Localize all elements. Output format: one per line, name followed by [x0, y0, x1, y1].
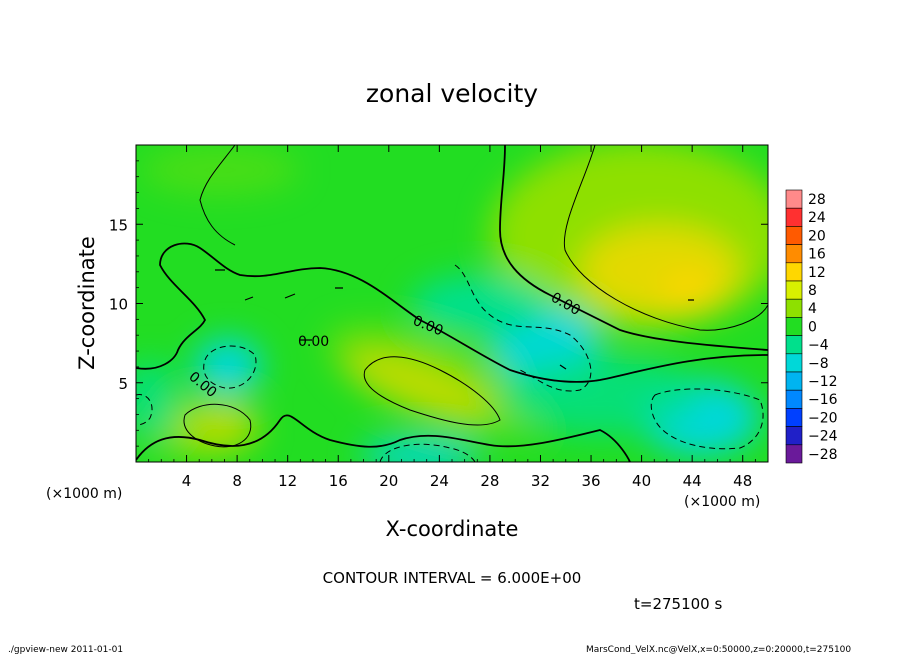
field-blob — [136, 360, 180, 440]
field-blob — [500, 355, 700, 435]
colorbar-swatch — [785, 444, 803, 464]
x-tick-label: 16 — [329, 472, 348, 490]
colorbar-label: −20 — [808, 410, 838, 426]
x-tick-label: 40 — [632, 472, 651, 490]
colorbar-swatch — [785, 298, 803, 318]
x-tick-label: 48 — [733, 472, 752, 490]
colorbar-label: 12 — [808, 265, 826, 281]
zero-contour — [136, 242, 768, 383]
field-blob — [140, 145, 300, 195]
x-tick-label: 44 — [683, 472, 702, 490]
x-tick-label: 28 — [480, 472, 499, 490]
colorbar-swatch — [785, 335, 803, 355]
colorbar-label: 16 — [808, 247, 826, 263]
contour-line — [183, 403, 252, 448]
footer-left: ./gpview-new 2011-01-01 — [8, 645, 123, 654]
colorbar-label: −24 — [808, 429, 838, 445]
contour-lines — [136, 145, 768, 462]
colorbar-label: 0 — [808, 319, 817, 335]
colorbar: 28 24 20 16 12 8 4 0 −4 −8 −12 −16 −20 −24 −28 — [785, 189, 838, 464]
colorbar-swatch — [785, 262, 803, 282]
y-axis-ticks: 5 10 15 — [109, 160, 768, 447]
contour-line — [563, 145, 768, 331]
x-tick-label: 4 — [182, 472, 192, 490]
contour-line-dashed — [203, 345, 257, 389]
colorbar-label: 24 — [808, 210, 826, 226]
field-blob — [360, 439, 480, 462]
x-axis-ticks: 4 8 12 16 20 24 28 32 36 40 44 48 — [148, 145, 756, 490]
y-axis-title: Z-coordinate — [75, 236, 99, 370]
contour-line — [215, 269, 694, 370]
colorbar-label: −16 — [808, 392, 838, 408]
contour-line-dashed — [379, 443, 476, 462]
colorbar-label: −4 — [808, 338, 829, 354]
colorbar-label: 20 — [808, 228, 826, 244]
x-tick-label: 20 — [379, 472, 398, 490]
colorbar-label: 28 — [808, 192, 826, 208]
contour-interval-label: CONTOUR INTERVAL = 6.000E+00 — [323, 569, 582, 587]
plot-area: 0.00 0.00 0.00 0.00 — [135, 144, 769, 463]
x-tick-label: 12 — [278, 472, 297, 490]
x-tick-label: 24 — [430, 472, 449, 490]
x-tick-label: 36 — [581, 472, 600, 490]
x-tick-label: 8 — [232, 472, 242, 490]
contour-line-dashed — [454, 264, 592, 392]
field-blob — [580, 225, 740, 315]
y-tick-label: 5 — [118, 375, 128, 393]
x-unit-label-right: (×1000 m) — [684, 494, 760, 510]
colorbar-swatch — [785, 426, 803, 446]
colorbar-swatch — [785, 408, 803, 427]
x-unit-label-left: (×1000 m) — [46, 486, 122, 502]
field-blob — [410, 275, 550, 335]
contour-label: 0.00 — [298, 334, 329, 350]
time-label: t=275100 s — [634, 595, 722, 613]
colorbar-label: −8 — [808, 356, 829, 372]
colorbar-label: −28 — [808, 447, 838, 463]
field-blob — [326, 324, 554, 436]
y-tick-label: 15 — [109, 216, 128, 234]
x-axis-title: X-coordinate — [386, 517, 519, 541]
colorbar-swatch — [785, 226, 803, 245]
contour-line-dashed — [650, 388, 764, 450]
colorbar-swatch — [785, 371, 803, 391]
zero-contour — [136, 414, 631, 462]
colorbar-swatch — [785, 189, 803, 209]
zero-contour — [499, 145, 768, 351]
footer-right: MarsCond_VelX.nc@VelX,x=0:50000,z=0:2000… — [586, 645, 851, 654]
x-tick-label: 32 — [531, 472, 550, 490]
colorbar-swatch — [785, 280, 803, 300]
colorbar-swatch — [785, 389, 803, 409]
colorbar-swatch — [785, 317, 803, 336]
colorbar-label: 4 — [808, 301, 817, 317]
contour-line — [199, 145, 236, 246]
field-blob — [662, 274, 718, 310]
colorbar-label: −12 — [808, 374, 838, 390]
contour-line-dashed — [136, 394, 153, 426]
colorbar-swatch — [785, 244, 803, 264]
colorbar-swatch — [785, 207, 803, 227]
y-tick-label: 10 — [109, 296, 128, 314]
chart-title: zonal velocity — [366, 79, 538, 108]
contour-line — [363, 356, 501, 426]
colorbar-swatch — [785, 353, 803, 373]
colorbar-label: 8 — [808, 283, 817, 299]
